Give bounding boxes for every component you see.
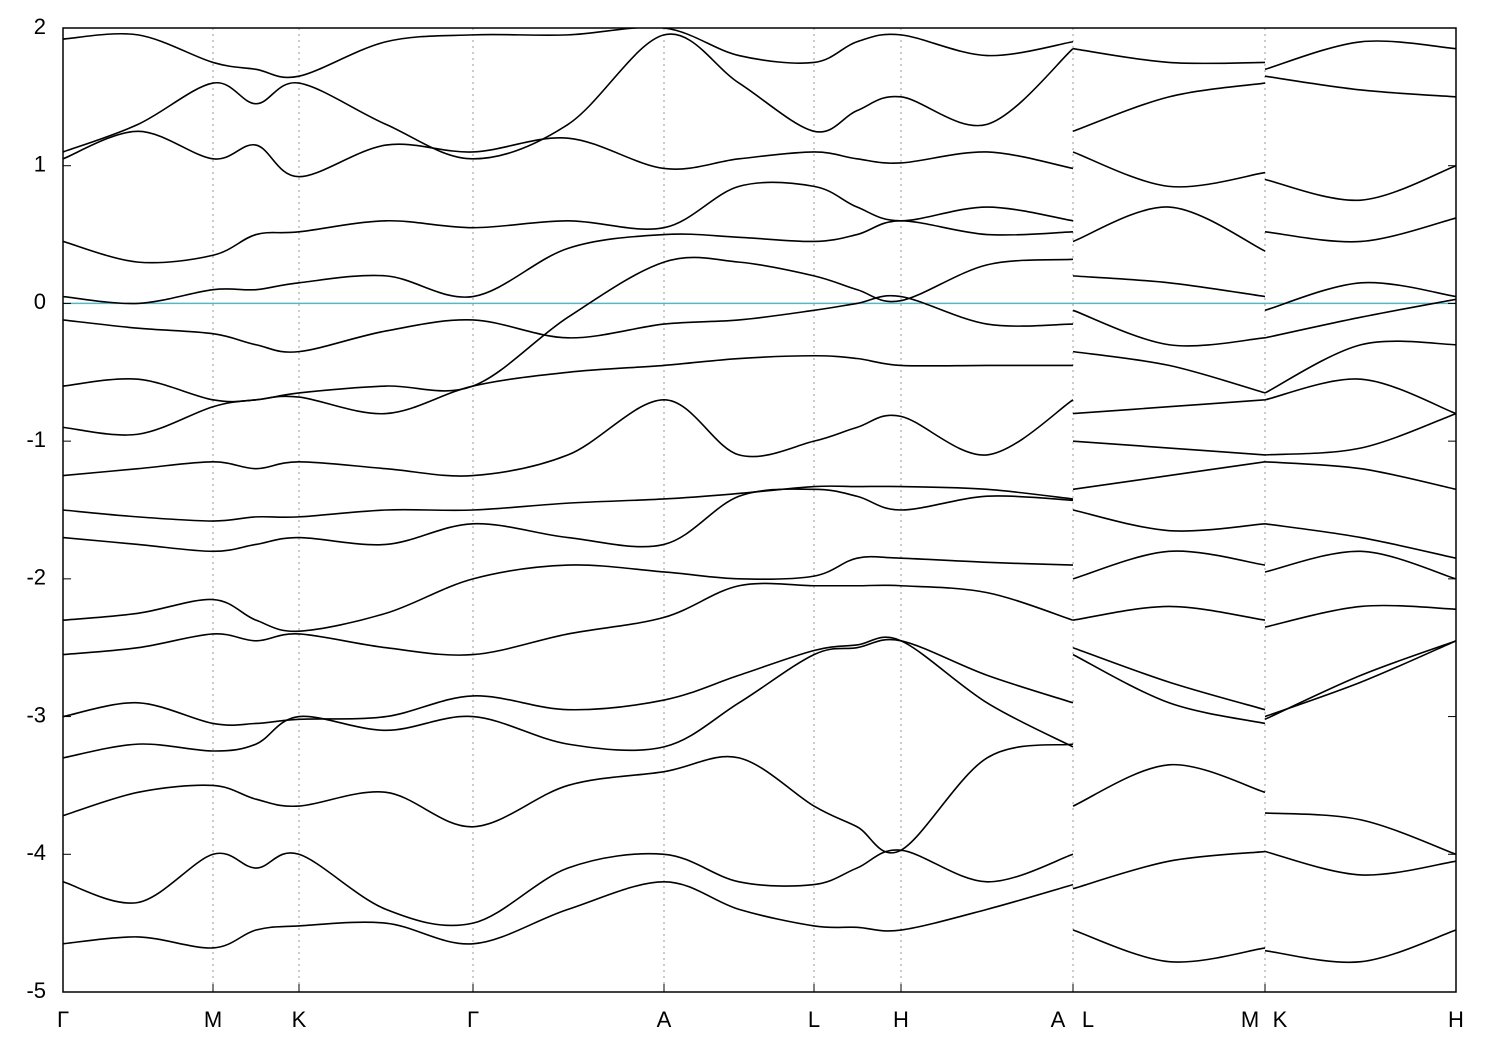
x-tick-label: L [1082, 1007, 1094, 1032]
grid [62, 28, 1457, 992]
x-tick-label: M [204, 1007, 222, 1032]
band [63, 399, 1456, 477]
plot-frame [62, 27, 1457, 993]
y-tick-label: -4 [26, 840, 46, 865]
band [63, 743, 1456, 856]
y-tick-label: -1 [26, 427, 46, 452]
band [63, 550, 1456, 633]
x-tick-label: L [808, 1007, 820, 1032]
band [63, 256, 1456, 403]
band [63, 488, 1456, 559]
x-tick-label: Γ [57, 1007, 69, 1032]
band [63, 461, 1456, 522]
band [63, 33, 1456, 160]
x-tick-label: K [292, 1007, 307, 1032]
band [63, 130, 1456, 202]
band [63, 294, 1456, 353]
y-tick-label: -5 [26, 978, 46, 1003]
band [63, 28, 1456, 79]
band [63, 582, 1456, 656]
band [63, 219, 1456, 312]
band [63, 849, 1456, 927]
band [63, 354, 1456, 436]
band [63, 181, 1456, 264]
x-tick-label: Γ [467, 1007, 479, 1032]
bands [63, 28, 1456, 964]
x-tick-label: A [657, 1007, 672, 1032]
x-tick-label: H [893, 1007, 909, 1032]
y-tick-label: 2 [34, 14, 46, 39]
x-tick-label: M [1241, 1007, 1259, 1032]
y-tick-label: 0 [34, 289, 46, 314]
y-tick-label: -2 [26, 565, 46, 590]
x-tick-label: A [1051, 1007, 1066, 1032]
y-tick-label: 1 [34, 152, 46, 177]
band [63, 881, 1456, 964]
x-tick-label: H [1448, 1007, 1464, 1032]
band [63, 636, 1456, 748]
band [63, 638, 1456, 759]
y-tick-label: -3 [26, 702, 46, 727]
x-tick-label: K [1273, 1007, 1288, 1032]
